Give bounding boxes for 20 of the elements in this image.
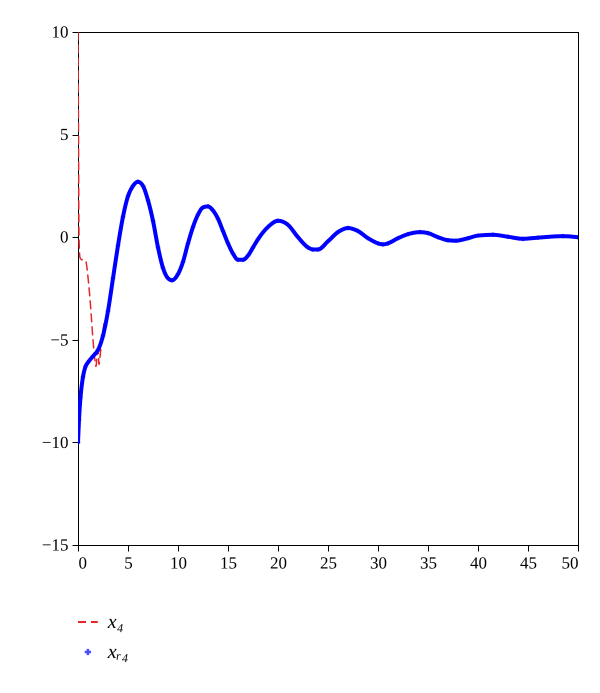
line-series: [78, 32, 105, 368]
x-tick-label: 5: [124, 554, 133, 572]
legend-label: xᵣ₄: [106, 641, 128, 663]
legend-label: x₄: [106, 611, 124, 633]
y-tick-label: 0: [60, 228, 68, 247]
y-tick-label: −5: [50, 330, 68, 350]
x-tick-label: 10: [170, 554, 187, 572]
y-tick-label: −15: [42, 536, 68, 554]
y-tick-label: 10: [52, 22, 68, 42]
x-tick-label: 30: [370, 554, 387, 572]
x-tick-label: 25: [320, 554, 337, 572]
x-tick-label: 45: [520, 554, 537, 572]
x-tick-label: 0: [78, 554, 87, 572]
x-tick-label: 40: [470, 554, 487, 572]
x-tick-label: 35: [420, 554, 437, 572]
y-tick-label: −10: [42, 432, 68, 452]
x-tick-label: 15: [220, 554, 237, 572]
x-tick-label: 50: [562, 554, 578, 572]
x-tick-label: 20: [270, 554, 287, 572]
y-tick-label: 5: [60, 125, 68, 144]
